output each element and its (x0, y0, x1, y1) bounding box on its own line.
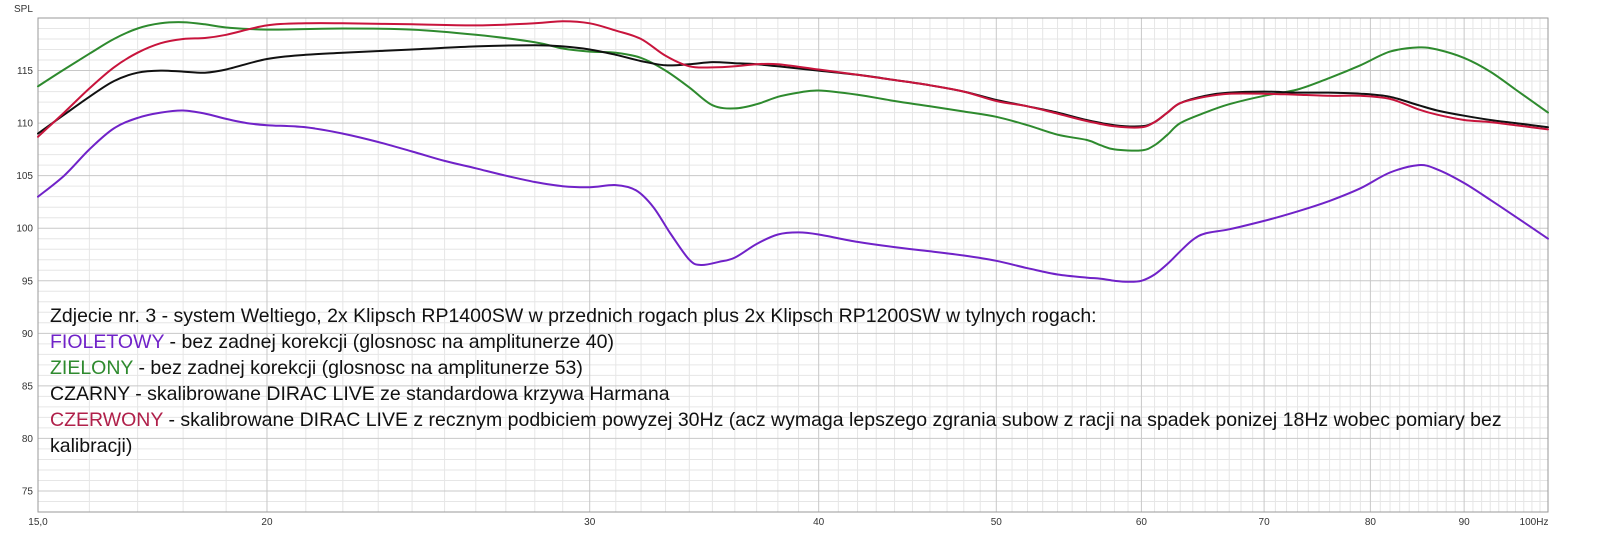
annotation-item-zielony: ZIELONY - bez zadnej korekcji (glosnosc … (50, 355, 1560, 381)
y-tick-label: 110 (17, 119, 33, 130)
y-tick-label: 75 (22, 486, 34, 497)
y-axis-label: SPL (14, 4, 33, 15)
y-tick-label: 115 (17, 66, 33, 77)
x-tick-label: 90 (1459, 517, 1471, 528)
annotation-text-fioletowy: - bez zadnej korekcji (glosnosc na ampli… (164, 331, 614, 353)
y-tick-label: 85 (22, 381, 34, 392)
y-tick-label: 100 (16, 224, 33, 235)
x-tick-label: 80 (1365, 517, 1377, 528)
y-axis-ticks: 75 80 85 90 95 100 105 110 115 (16, 66, 33, 497)
annotation-text-zielony: - bez zadnej korekcji (glosnosc na ampli… (133, 357, 583, 379)
x-tick-label: 60 (1136, 517, 1148, 528)
x-tick-label: 30 (584, 517, 596, 528)
chart-annotation: Zdjecie nr. 3 - system Weltiego, 2x Klip… (50, 303, 1560, 459)
x-tick-label: 70 (1259, 517, 1271, 528)
series-line-czerwony (37, 20, 1549, 138)
x-tick-label: 20 (261, 517, 273, 528)
annotation-name-zielony: ZIELONY (50, 357, 134, 379)
annotation-name-czerwony: CZERWONY (50, 409, 164, 431)
annotation-text-czarny: - skalibrowane DIRAC LIVE ze standardowa… (129, 383, 670, 405)
x-axis-ticks: 15,0 20 30 40 50 60 70 80 90 100Hz (28, 517, 1548, 528)
x-tick-label: 50 (991, 517, 1003, 528)
plot-frame (37, 17, 1549, 513)
x-tick-label: 40 (813, 517, 825, 528)
y-tick-label: 105 (16, 171, 33, 182)
annotation-item-czerwony: CZERWONY - skalibrowane DIRAC LIVE z rec… (50, 407, 1560, 459)
series-line-fioletowy (37, 109, 1549, 283)
y-tick-label: 95 (22, 276, 34, 287)
x-tick-label: 100Hz (1520, 517, 1549, 528)
annotation-name-fioletowy: FIOLETOWY (50, 331, 165, 353)
annotation-item-czarny: CZARNY - skalibrowane DIRAC LIVE ze stan… (50, 381, 1560, 407)
y-tick-label: 90 (22, 329, 34, 340)
series-line-zielony (37, 21, 1549, 152)
series-line-czarny (37, 44, 1549, 135)
y-tick-label: 80 (22, 434, 34, 445)
annotation-item-fioletowy: FIOLETOWY - bez zadnej korekcji (glosnos… (50, 329, 1560, 355)
minor-gridlines (38, 18, 1548, 513)
x-tick-label: 15,0 (28, 517, 48, 528)
annotation-title: Zdjecie nr. 3 - system Weltiego, 2x Klip… (50, 305, 1097, 327)
annotation-name-czarny: CZARNY (50, 383, 130, 405)
annotation-text-czerwony: - skalibrowane DIRAC LIVE z recznym podb… (50, 409, 1502, 457)
series-layer (37, 20, 1549, 283)
